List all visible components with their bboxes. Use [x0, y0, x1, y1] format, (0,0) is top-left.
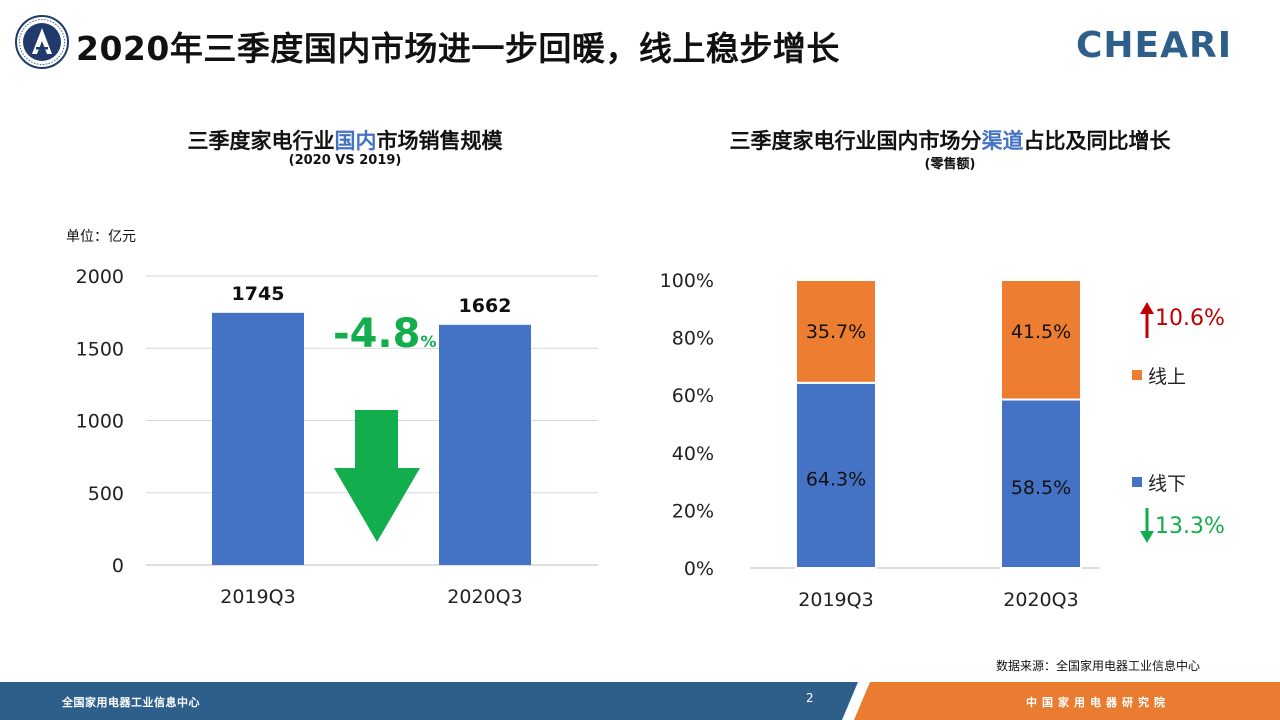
left-chart-title: 三季度家电行业国内市场销售规模 [187, 129, 503, 153]
page-title: 2020年三季度国内市场进一步回暖，线上稳步增长 [76, 29, 840, 68]
page-number: 2 [806, 691, 814, 705]
stacked-segment [795, 381, 877, 569]
down-arrow-icon [1140, 531, 1154, 543]
left-chart-subtitle: (2020 VS 2019) [288, 153, 402, 168]
right-chart-title: 三季度家电行业国内市场分渠道占比及同比增长 [729, 129, 1171, 153]
x-tick-label: 2019Q3 [798, 589, 873, 611]
footer-institute: 中国家用电器研究院 [1026, 696, 1170, 709]
y-tick-label: 100% [660, 270, 714, 292]
channel-share-stacked-chart: 0% 20% 40% 60% 80% 100% 64.3% 35.7% 2019Q3 58.5% 4… [660, 270, 1225, 611]
y-tick-label: 40% [672, 443, 714, 465]
institute-seal-logo [15, 15, 69, 69]
change-label: -4.8% [333, 311, 437, 357]
y-tick-label: 20% [672, 500, 714, 522]
source-note: 数据来源：全国家用电器工业信息中心 [996, 659, 1201, 673]
y-tick-label: 0% [684, 558, 714, 580]
footer-organization: 全国家用电器工业信息中心 [62, 696, 200, 709]
bar-value-label: 1662 [459, 295, 512, 317]
legend-label: 线上 [1148, 366, 1186, 388]
segment-value-label: 58.5% [1011, 477, 1071, 499]
x-tick-label: 2020Q3 [447, 586, 522, 608]
y-tick-label: 500 [88, 483, 124, 505]
stacked-segment [1000, 279, 1082, 401]
y-tick-label: 0 [112, 555, 124, 577]
bar-value-label: 1745 [232, 283, 285, 305]
y-tick-label: 1500 [76, 338, 124, 360]
y-tick-label: 1000 [76, 411, 124, 433]
growth-label: 10.6% [1155, 306, 1225, 331]
cheari-logo: CHEARI [1076, 25, 1232, 66]
footer-band [0, 682, 1280, 720]
segment-value-label: 35.7% [806, 321, 866, 343]
y-tick-label: 60% [672, 385, 714, 407]
legend-swatch [1132, 370, 1142, 380]
down-arrow-icon [334, 410, 420, 542]
y-tick-label: 2000 [76, 266, 124, 288]
bar [212, 312, 304, 565]
right-chart-subtitle: (零售额) [924, 157, 976, 172]
stacked-segment [795, 279, 877, 384]
brand-logo-text: CHEARI [1076, 25, 1232, 66]
growth-label: 13.3% [1155, 514, 1225, 539]
segment-value-label: 64.3% [806, 468, 866, 490]
y-tick-label: 80% [672, 328, 714, 350]
up-arrow-icon [1140, 302, 1154, 314]
bar [439, 324, 531, 565]
x-tick-label: 2019Q3 [220, 586, 295, 608]
market-size-bar-chart: 0 500 1000 1500 2000 1745 2019Q3 1662 2020Q3 -4.8… [76, 266, 598, 608]
legend-swatch [1132, 477, 1142, 487]
x-tick-label: 2020Q3 [1003, 589, 1078, 611]
unit-label: 单位：亿元 [66, 229, 136, 245]
stacked-segment [1000, 398, 1082, 569]
legend-label: 线下 [1148, 473, 1186, 495]
segment-value-label: 41.5% [1011, 321, 1071, 343]
